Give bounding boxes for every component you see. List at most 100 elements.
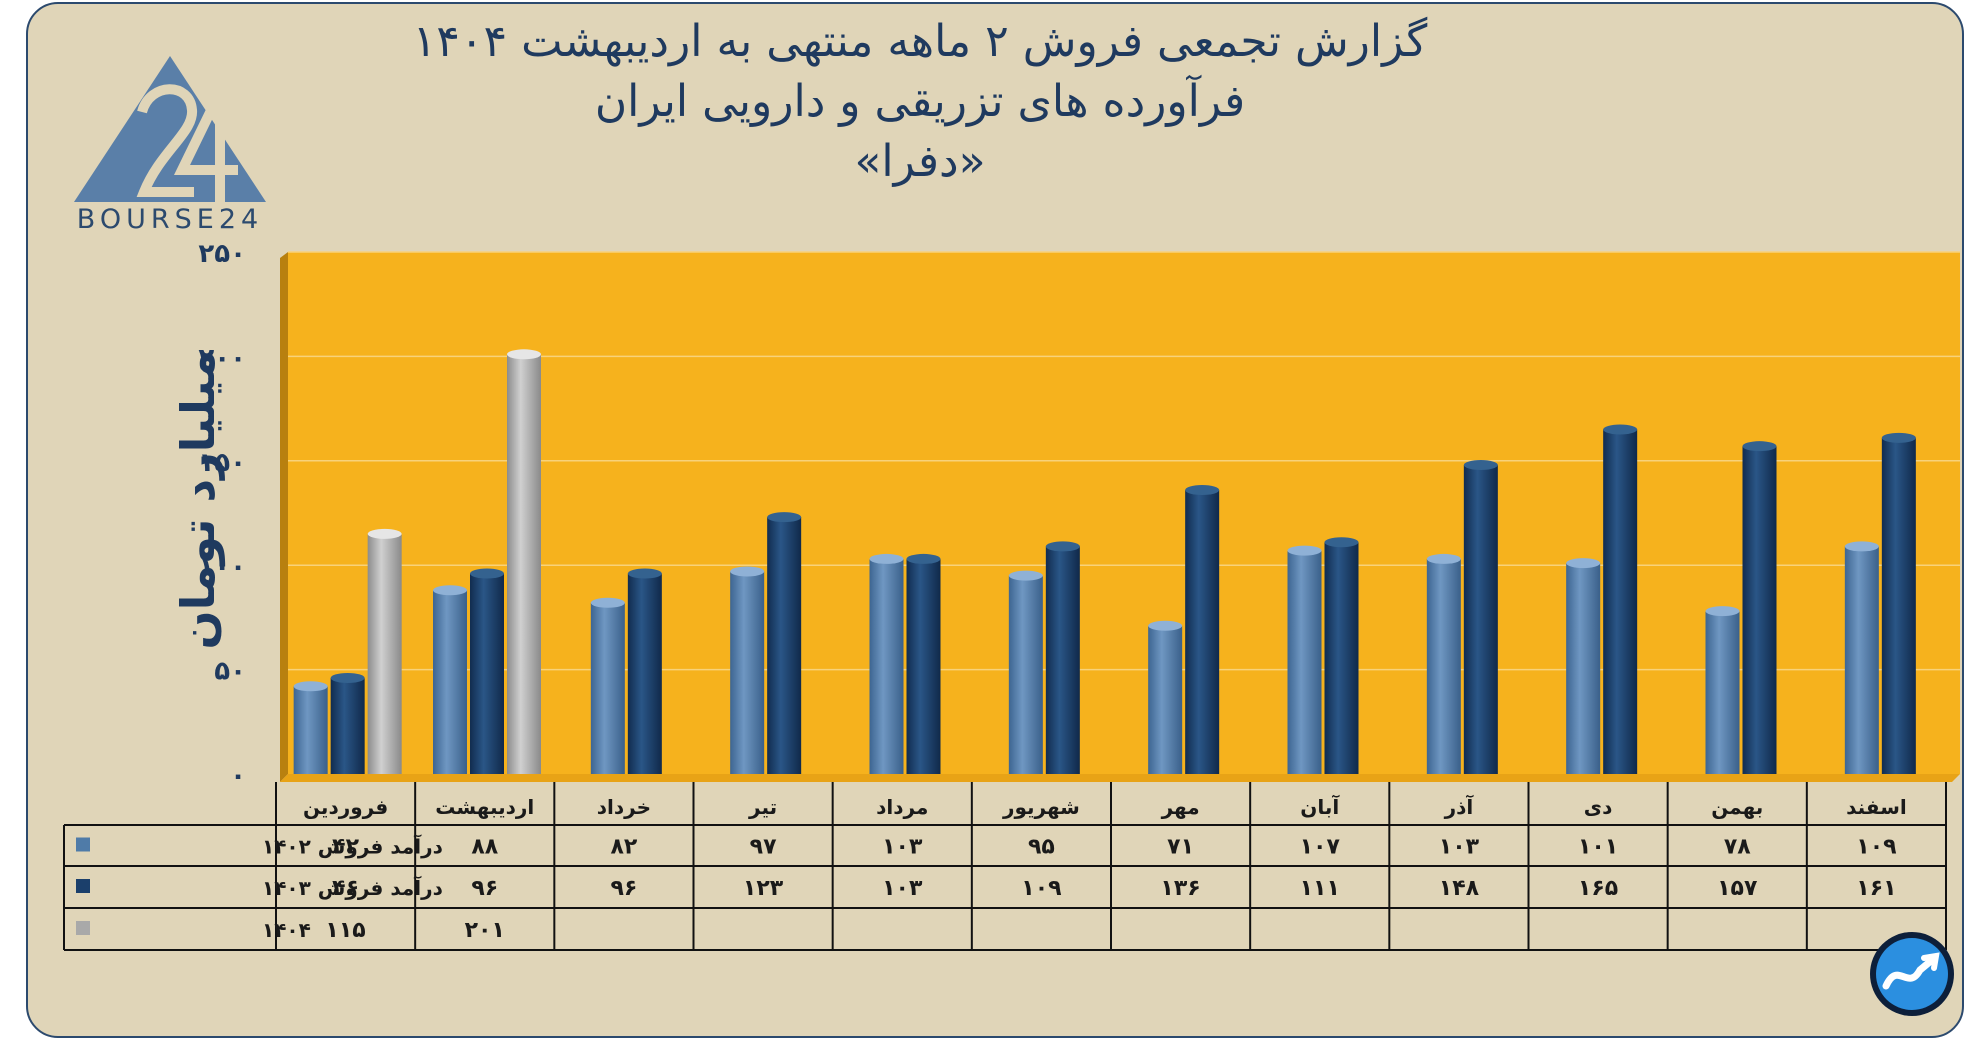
table-value-cell: ۱۵۷ [1717, 876, 1758, 901]
table-value-cell: ۸۸ [471, 835, 498, 860]
bars [293, 349, 1916, 774]
plot-area [280, 252, 1960, 782]
bar-cap [1287, 545, 1322, 556]
y-tick-label: ۱۵۰ [198, 448, 246, 478]
bar-cap [1148, 620, 1183, 631]
table-value-cell: ۱۰۷ [1300, 835, 1341, 860]
table-header-cell: اسفند [1846, 795, 1907, 819]
bar-body [1324, 542, 1359, 774]
bar-cap [507, 349, 541, 360]
bar-cap [1463, 459, 1498, 470]
table-header-cell: خرداد [597, 795, 651, 819]
bar-cap [869, 553, 904, 564]
table-value-cell: ۱۲۳ [743, 876, 784, 901]
bar [1881, 432, 1916, 774]
table-header-cell: بهمن [1711, 795, 1763, 819]
bar [330, 672, 365, 774]
table-header-cell: شهریور [1002, 795, 1080, 819]
table-value-cell: ۹۶ [471, 876, 498, 901]
bar-body [767, 517, 802, 774]
bar [730, 566, 765, 774]
bar-cap [470, 568, 504, 579]
bar-body [1742, 446, 1777, 774]
bar [1705, 606, 1740, 774]
bar-cap [293, 681, 328, 692]
bar [1324, 537, 1359, 774]
bar-body [1603, 429, 1638, 774]
bar-cap [906, 553, 941, 564]
bar-body [1148, 625, 1183, 774]
bourse24-logo-icon [74, 56, 266, 202]
bar [1742, 441, 1777, 774]
plot-left-wall [280, 252, 288, 782]
y-tick-label: ۲۵۰ [198, 239, 246, 269]
bar [470, 568, 504, 774]
table-value-cell: ۱۱۵ [325, 918, 365, 943]
bar [1566, 558, 1601, 774]
table-value-cell: ۱۰۱ [1578, 835, 1618, 860]
bar-body [1844, 546, 1879, 774]
bar-cap [1742, 441, 1777, 452]
table-value-cell: ۲۰۱ [465, 918, 505, 943]
bar-body [627, 573, 662, 774]
bar-body [330, 677, 365, 774]
bar [1148, 620, 1183, 774]
bar [433, 585, 467, 774]
bar-body [1008, 575, 1043, 774]
bar [1844, 541, 1879, 774]
bar-cap [1045, 541, 1080, 552]
table-value-cell: ۹۶ [610, 876, 637, 901]
bar-body [869, 558, 904, 774]
legend-label: ۱۴۰۴ [262, 918, 311, 942]
bar-cap [590, 597, 625, 608]
bar [1008, 570, 1043, 774]
gridlines [288, 251, 1960, 671]
bar-cap [1426, 553, 1461, 564]
bar [1463, 459, 1498, 774]
table-header-cell: آذر [1444, 794, 1475, 819]
bar-body [507, 354, 541, 774]
bar [1287, 545, 1322, 774]
bar [507, 349, 541, 774]
bar-body [906, 558, 941, 774]
bar [767, 512, 802, 774]
logo-text: BOURSE24 [76, 204, 264, 235]
legend-label: درآمد فروش ۱۴۰۲ [262, 834, 443, 859]
bar [627, 568, 662, 774]
bar-body [1185, 490, 1220, 774]
legend-swatch [76, 921, 90, 935]
table-value-cell: ۴۲ [332, 835, 359, 860]
bar [1185, 485, 1220, 774]
bar-cap [1324, 537, 1359, 548]
bar-cap [1705, 606, 1740, 617]
plot-background [288, 252, 1960, 774]
table-header-cell: آبان [1300, 794, 1340, 819]
data-table: فروردین اردیبهشت خرداد تیر مرداد شهریور مهر آبا… [63, 782, 1947, 951]
bar-cap [367, 528, 402, 539]
bar [1426, 553, 1461, 774]
bar-body [293, 686, 328, 774]
table-header-cell: مرداد [876, 795, 928, 819]
table-header-cell: مهر [1161, 795, 1200, 819]
bar [367, 528, 402, 774]
y-tick-label: ۵۰ [214, 657, 246, 687]
bar [1603, 424, 1638, 774]
title-line-1: گزارش تجمعی فروش ۲ ماهه منتهی به اردیبهش… [412, 16, 1428, 67]
bar [590, 597, 625, 774]
bar-body [433, 590, 467, 774]
table-value-cell: ۱۰۹ [1856, 835, 1896, 860]
table-value-cell: ۱۳۶ [1160, 876, 1200, 901]
bar-cap [433, 585, 467, 596]
table-value-cell: ۱۶۱ [1856, 876, 1896, 901]
bar-body [1463, 464, 1498, 774]
y-axis-ticks: ۰ ۵۰ ۱۰۰ ۱۵۰ ۲۰۰ ۲۵۰ [198, 239, 246, 791]
bar-cap [1566, 558, 1601, 569]
bar [869, 553, 904, 774]
table-value-cell: ۱۰۳ [1439, 835, 1480, 860]
legend-label: درآمد فروش ۱۴۰۳ [262, 875, 443, 900]
title-line-2: فرآورده های تزریقی و دارویی ایران [594, 76, 1246, 127]
bar-body [1045, 546, 1080, 774]
table-header-cell: تیر [748, 795, 777, 819]
bar-body [470, 573, 504, 774]
